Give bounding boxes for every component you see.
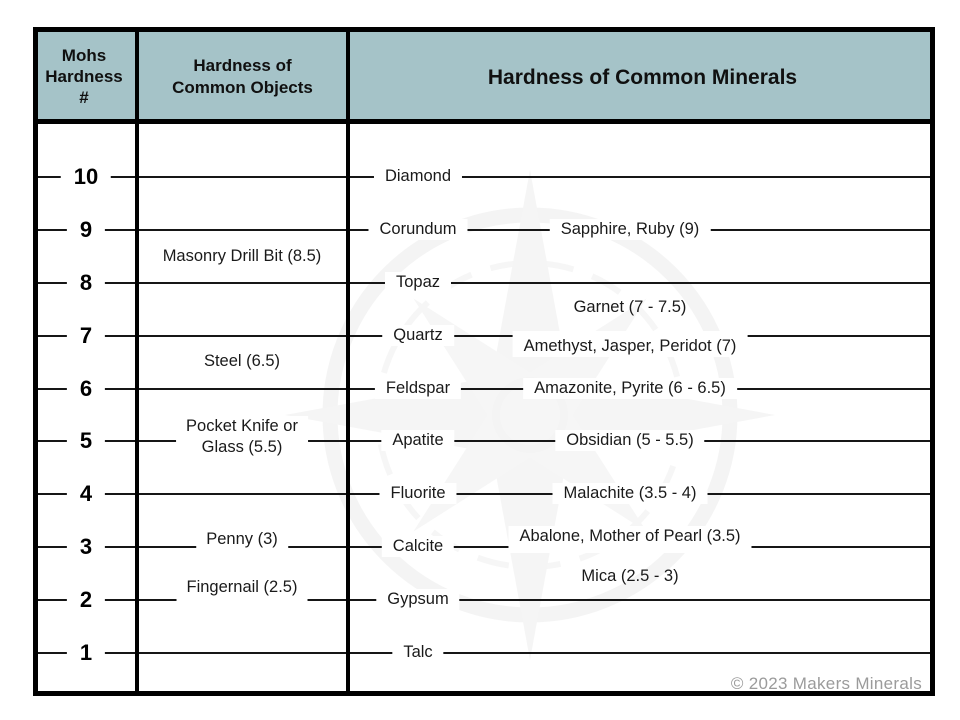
mineral-name: Gypsum: [376, 589, 460, 610]
gem-examples: Abalone, Mother of Pearl (3.5): [508, 526, 752, 553]
hardness-number: 2: [66, 586, 106, 613]
hardness-line: [37, 176, 930, 178]
hardness-line: [37, 546, 930, 548]
mineral-name: Fluorite: [379, 483, 457, 504]
hardness-number: 6: [66, 375, 106, 402]
hardness-line: [37, 388, 930, 390]
mineral-name: Talc: [392, 642, 444, 663]
gem-examples: Obsidian (5 - 5.5): [555, 430, 705, 451]
hardness-number: 9: [66, 216, 106, 243]
object-label-pocket-knife-glass: Pocket Knife or Glass (5.5): [176, 416, 308, 458]
header-common-minerals: Hardness of Common Minerals: [487, 66, 798, 89]
mineral-name: Calcite: [381, 536, 455, 557]
hardness-line: [37, 652, 930, 654]
header-common-objects: Hardness of Common Objects: [172, 56, 313, 97]
hardness-number: 8: [66, 269, 106, 296]
gem-examples: Amazonite, Pyrite (6 - 6.5): [523, 378, 737, 399]
object-label-masonry-drill-bit: Masonry Drill Bit (8.5): [162, 247, 322, 265]
gem-examples: Malachite (3.5 - 4): [552, 483, 708, 504]
column-divider-1: [135, 27, 139, 696]
hardness-number: 3: [66, 533, 106, 560]
header-mohs-hardness-number: Mohs Hardness #: [45, 46, 123, 107]
gem-examples: Amethyst, Jasper, Peridot (7): [512, 331, 748, 357]
hardness-line: [37, 229, 930, 231]
hardness-line: [37, 493, 930, 495]
mineral-name: Corundum: [368, 219, 468, 240]
mineral-label-mica: Mica (2.5 - 3): [581, 567, 679, 585]
object-label-fingernail: Fingernail (2.5): [176, 577, 308, 604]
mineral-name: Feldspar: [374, 378, 462, 399]
mineral-name: Apatite: [381, 430, 455, 451]
hardness-line: [37, 335, 930, 337]
hardness-number: 1: [66, 639, 106, 666]
mineral-name: Topaz: [384, 272, 452, 293]
hardness-number: 7: [66, 322, 106, 349]
hardness-number: 10: [60, 163, 112, 190]
mineral-name: Diamond: [373, 166, 463, 187]
hardness-number: 5: [66, 427, 106, 454]
column-divider-2: [346, 27, 350, 696]
mineral-name: Quartz: [382, 325, 454, 346]
object-label-penny: Penny (3): [196, 529, 288, 553]
object-label-steel: Steel (6.5): [203, 352, 281, 370]
copyright-notice: © 2023 Makers Minerals: [730, 674, 922, 693]
hardness-line: [37, 282, 930, 284]
hardness-line: [37, 440, 930, 442]
hardness-line: [37, 599, 930, 601]
hardness-number: 4: [66, 480, 106, 507]
table-header-band: [33, 27, 935, 124]
gem-examples: Sapphire, Ruby (9): [549, 219, 711, 240]
mineral-label-garnet: Garnet (7 - 7.5): [573, 298, 687, 316]
